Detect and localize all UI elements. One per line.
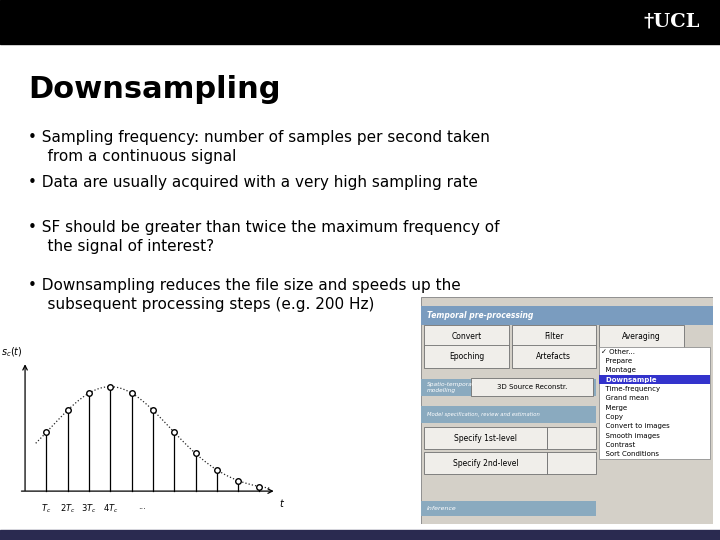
FancyBboxPatch shape	[599, 375, 710, 384]
Text: Time-frequency: Time-frequency	[600, 386, 660, 392]
Text: Artefacts: Artefacts	[536, 353, 572, 361]
FancyBboxPatch shape	[421, 406, 596, 423]
Text: • Downsampling reduces the file size and speeds up the
    subsequent processing: • Downsampling reduces the file size and…	[28, 278, 461, 312]
Text: $3T_c$: $3T_c$	[81, 502, 96, 515]
Text: Merge: Merge	[600, 404, 626, 411]
FancyBboxPatch shape	[512, 345, 596, 368]
Text: $t$: $t$	[279, 497, 285, 509]
Text: Inference: Inference	[427, 506, 456, 511]
Text: Filter: Filter	[544, 332, 564, 341]
Text: $2T_c$: $2T_c$	[60, 502, 76, 515]
FancyBboxPatch shape	[471, 378, 593, 396]
Text: • Data are usually acquired with a very high sampling rate: • Data are usually acquired with a very …	[28, 175, 478, 190]
Text: Sort Conditions: Sort Conditions	[600, 451, 659, 457]
Text: ✓ Other...: ✓ Other...	[600, 349, 634, 355]
Text: $T_c$: $T_c$	[41, 502, 52, 515]
Text: Copy: Copy	[600, 414, 623, 420]
Text: Downsample: Downsample	[600, 376, 656, 383]
FancyBboxPatch shape	[599, 347, 710, 459]
Text: Contrast: Contrast	[600, 442, 635, 448]
Text: Spatio-temporal
modelling: Spatio-temporal modelling	[427, 382, 474, 393]
Text: Convert: Convert	[451, 332, 482, 341]
Text: Montage: Montage	[600, 367, 636, 373]
FancyBboxPatch shape	[421, 379, 596, 396]
FancyBboxPatch shape	[424, 345, 508, 368]
Text: Temporal pre-processing: Temporal pre-processing	[427, 311, 534, 320]
FancyBboxPatch shape	[424, 325, 508, 348]
Text: Convert to images: Convert to images	[600, 423, 670, 429]
Text: 3D Source Reconstr.: 3D Source Reconstr.	[497, 384, 567, 390]
Text: Prepare: Prepare	[600, 358, 631, 364]
Text: †UCL: †UCL	[644, 13, 700, 31]
Bar	[0, 0, 720, 44]
FancyBboxPatch shape	[424, 428, 546, 449]
Text: • SF should be greater than twice the maximum frequency of
    the signal of int: • SF should be greater than twice the ma…	[28, 220, 500, 254]
Text: Smooth images: Smooth images	[600, 433, 660, 439]
FancyBboxPatch shape	[421, 306, 713, 325]
FancyBboxPatch shape	[424, 453, 546, 474]
Text: Grand mean: Grand mean	[600, 395, 649, 401]
Text: Model specification, review and estimation: Model specification, review and estimati…	[427, 412, 540, 417]
Text: • Sampling frequency: number of samples per second taken
    from a continuous s: • Sampling frequency: number of samples …	[28, 130, 490, 164]
FancyBboxPatch shape	[421, 501, 596, 516]
FancyBboxPatch shape	[512, 325, 596, 348]
FancyBboxPatch shape	[599, 325, 684, 348]
Text: Downsampling: Downsampling	[28, 75, 281, 104]
FancyBboxPatch shape	[546, 428, 596, 449]
FancyBboxPatch shape	[546, 453, 596, 474]
Bar	[0, 530, 720, 540]
Text: Specify 2nd-level: Specify 2nd-level	[453, 458, 518, 468]
Text: ...: ...	[138, 502, 146, 511]
FancyBboxPatch shape	[421, 297, 713, 524]
Text: Epoching: Epoching	[449, 353, 484, 361]
Text: Specify 1st-level: Specify 1st-level	[454, 434, 517, 443]
Text: $s_c(t)$: $s_c(t)$	[1, 346, 23, 359]
Text: $4T_c$: $4T_c$	[102, 502, 118, 515]
Text: Averaging: Averaging	[622, 332, 661, 341]
